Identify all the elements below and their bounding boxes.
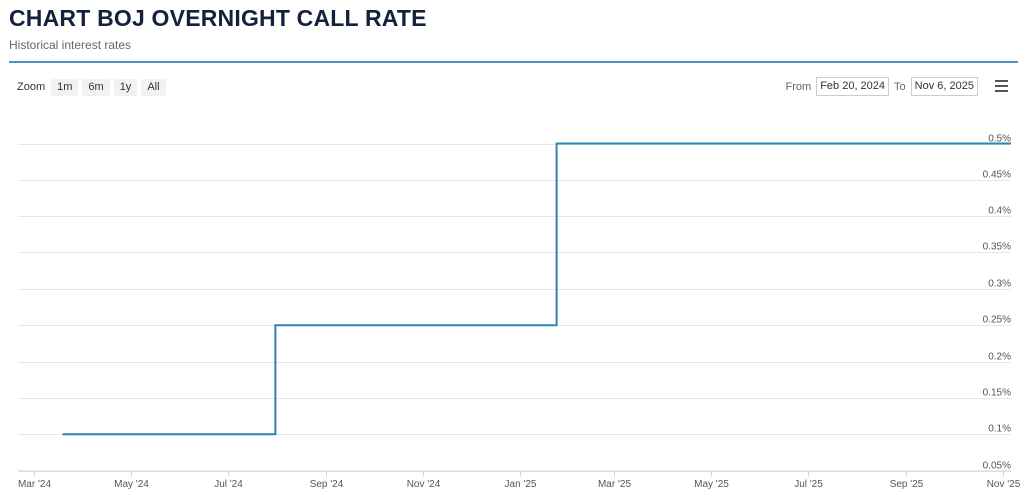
- from-label: From: [785, 80, 812, 93]
- hamburger-menu-icon[interactable]: [995, 80, 1008, 92]
- to-date-input[interactable]: Nov 6, 2025: [910, 77, 978, 96]
- x-tick-label: Jan '25: [505, 479, 537, 490]
- x-tick-label: May '25: [694, 479, 729, 490]
- y-tick-label: 0.15%: [983, 388, 1011, 399]
- zoom-6m-button[interactable]: 6m: [82, 78, 110, 96]
- page-subtitle: Historical interest rates: [9, 38, 132, 52]
- x-tick-label: May '24: [114, 479, 149, 490]
- y-tick-label: 0.35%: [983, 242, 1011, 253]
- title-divider: [9, 61, 1018, 63]
- y-tick-label: 0.3%: [988, 279, 1011, 290]
- y-tick-label: 0.5%: [988, 134, 1011, 145]
- series-line: [62, 142, 1011, 436]
- x-tick-label: Jul '24: [214, 479, 243, 490]
- zoom-controls: Zoom 1m 6m 1y All: [17, 78, 166, 96]
- x-tick-label: Sep '24: [310, 479, 344, 490]
- y-tick-label: 0.2%: [988, 352, 1011, 363]
- to-label: To: [894, 80, 906, 93]
- x-tick-label: Nov '25: [987, 479, 1021, 490]
- page-title: CHART BOJ OVERNIGHT CALL RATE: [9, 5, 427, 31]
- zoom-1y-button[interactable]: 1y: [113, 78, 138, 96]
- y-tick-label: 0.4%: [988, 206, 1011, 217]
- zoom-all-button[interactable]: All: [141, 78, 166, 96]
- x-tick-label: Mar '24: [18, 479, 51, 490]
- x-tick-label: Mar '25: [598, 479, 631, 490]
- zoom-label: Zoom: [17, 81, 46, 93]
- y-tick-label: 0.05%: [983, 461, 1011, 472]
- y-tick-label: 0.45%: [983, 170, 1011, 181]
- x-tick-label: Jul '25: [794, 479, 823, 490]
- y-tick-label: 0.25%: [983, 315, 1011, 326]
- x-tick-label: Sep '25: [890, 479, 924, 490]
- x-tick-label: Nov '24: [407, 479, 441, 490]
- from-date-input[interactable]: Feb 20, 2024: [816, 77, 890, 96]
- y-tick-label: 0.1%: [988, 424, 1011, 435]
- zoom-1m-button[interactable]: 1m: [51, 78, 79, 96]
- date-range-selector: From Feb 20, 2024 To Nov 6, 2025: [786, 77, 978, 96]
